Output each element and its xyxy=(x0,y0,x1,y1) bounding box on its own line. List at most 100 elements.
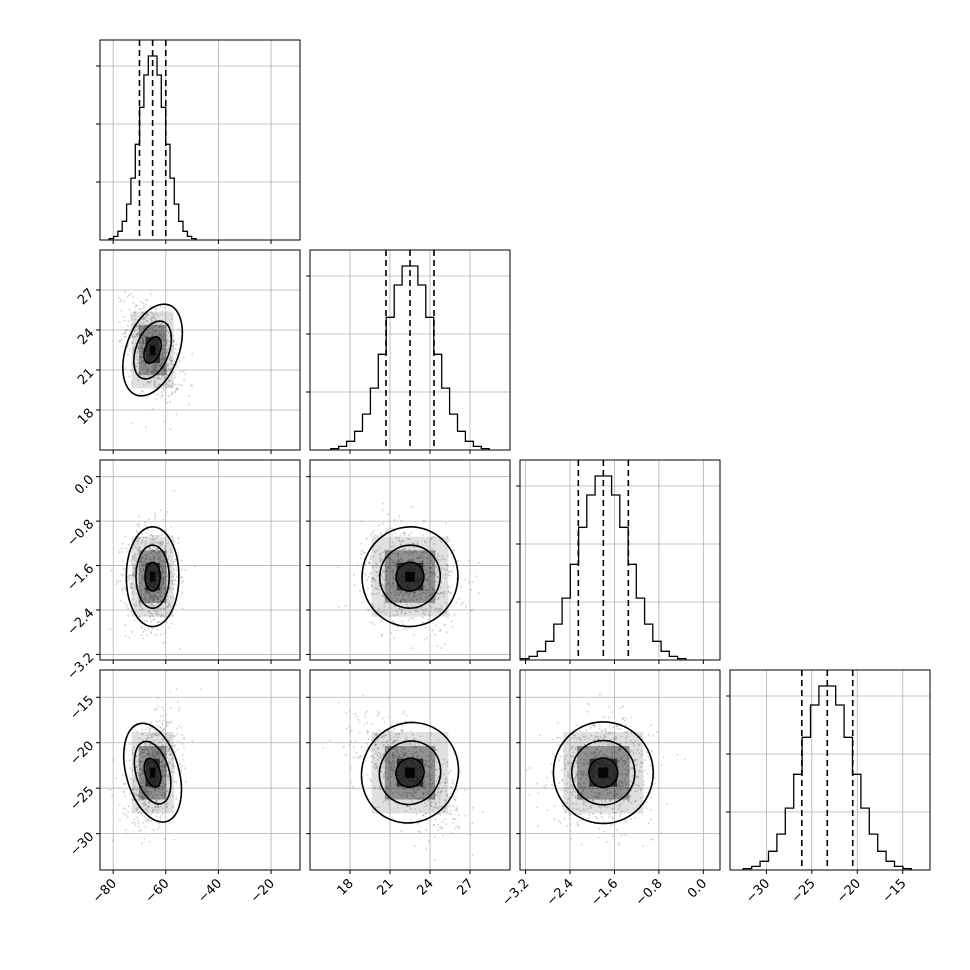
scatter-point xyxy=(367,737,370,740)
scatter-point xyxy=(453,809,456,812)
scatter-point xyxy=(162,374,165,377)
scatter-point xyxy=(140,571,143,573)
scatter-point xyxy=(136,324,139,327)
scatter-point xyxy=(182,356,185,359)
scatter-point xyxy=(162,581,165,584)
scatter-point xyxy=(415,746,418,748)
scatter-point xyxy=(400,830,403,833)
scatter-point xyxy=(627,764,630,767)
scatter-point xyxy=(570,837,573,840)
scatter-point xyxy=(413,549,416,552)
scatter-point xyxy=(147,332,150,335)
scatter-point xyxy=(160,565,163,568)
scatter-point xyxy=(157,806,160,809)
scatter-point xyxy=(572,786,575,789)
scatter-point xyxy=(173,340,175,343)
scatter-point xyxy=(375,565,378,568)
scatter-point xyxy=(145,365,148,368)
scatter-point xyxy=(605,789,608,791)
scatter-point xyxy=(412,794,415,797)
scatter-point xyxy=(140,348,143,351)
scatter-point xyxy=(168,721,171,724)
scatter-point xyxy=(616,804,619,807)
scatter-point xyxy=(391,597,394,600)
scatter-point xyxy=(166,723,169,726)
scatter-point xyxy=(165,733,168,736)
scatter-point xyxy=(379,753,382,756)
scatter-point xyxy=(164,587,167,590)
scatter-point xyxy=(153,618,156,621)
scatter-point xyxy=(156,597,159,600)
scatter-point xyxy=(159,364,162,367)
scatter-point xyxy=(457,825,460,828)
scatter-point xyxy=(396,739,399,742)
scatter-point xyxy=(375,593,377,595)
scatter-point xyxy=(422,552,425,555)
scatter-point xyxy=(553,818,556,821)
scatter-point xyxy=(389,765,392,768)
scatter-point xyxy=(424,540,427,543)
scatter-point xyxy=(164,369,167,372)
scatter-point xyxy=(133,346,136,349)
scatter-point xyxy=(405,791,407,793)
scatter-point xyxy=(405,714,408,717)
scatter-point xyxy=(398,792,401,795)
scatter-point xyxy=(423,565,426,568)
x-tick-label: −25 xyxy=(789,876,819,906)
scatter-point xyxy=(388,534,391,537)
density-contour xyxy=(122,303,184,397)
scatter-point xyxy=(420,592,423,595)
scatter-point xyxy=(172,340,175,343)
scatter-point xyxy=(406,791,409,794)
x-tick-label: −20 xyxy=(834,876,864,906)
scatter-point xyxy=(155,364,158,367)
scatter-point xyxy=(582,802,585,805)
scatter-point xyxy=(142,733,145,736)
scatter-point xyxy=(425,607,428,610)
scatter-point xyxy=(172,344,175,347)
scatter-point xyxy=(424,763,427,766)
scatter-point xyxy=(572,733,575,736)
scatter-point xyxy=(149,632,152,635)
scatter-point xyxy=(603,736,605,738)
scatter-point xyxy=(148,548,151,550)
scatter-point xyxy=(423,784,426,787)
scatter-point xyxy=(122,567,125,570)
scatter-point xyxy=(162,785,165,788)
scatter-point xyxy=(157,558,160,561)
scatter-point xyxy=(427,591,429,594)
scatter-point xyxy=(146,810,149,813)
scatter-point xyxy=(158,752,161,754)
scatter-point xyxy=(157,602,160,605)
scatter-point xyxy=(180,726,183,729)
scatter-point xyxy=(163,792,166,795)
scatter-point xyxy=(149,547,151,550)
scatter-point xyxy=(158,720,161,723)
scatter-point xyxy=(153,787,156,790)
scatter-point xyxy=(155,534,158,537)
scatter-point xyxy=(161,764,164,767)
scatter-point xyxy=(152,534,155,537)
scatter-point xyxy=(127,550,130,553)
scatter-point xyxy=(163,420,166,423)
scatter-point xyxy=(154,610,157,613)
scatter-point xyxy=(146,329,149,332)
scatter-point xyxy=(144,803,146,806)
scatter-point xyxy=(392,561,395,564)
scatter-point xyxy=(389,768,392,771)
scatter-point xyxy=(614,792,617,795)
scatter-point xyxy=(594,755,597,758)
scatter-point xyxy=(604,731,607,734)
scatter-point xyxy=(120,339,123,341)
scatter-point xyxy=(608,730,611,733)
scatter-point xyxy=(359,557,362,560)
scatter-point xyxy=(423,549,426,552)
scatter-point xyxy=(422,588,425,591)
scatter-point xyxy=(582,774,585,777)
scatter-point xyxy=(165,569,168,572)
scatter-point xyxy=(406,805,409,808)
scatter-point xyxy=(134,305,137,308)
scatter-point xyxy=(401,558,404,561)
scatter-point xyxy=(159,595,162,598)
scatter-point xyxy=(156,738,159,741)
